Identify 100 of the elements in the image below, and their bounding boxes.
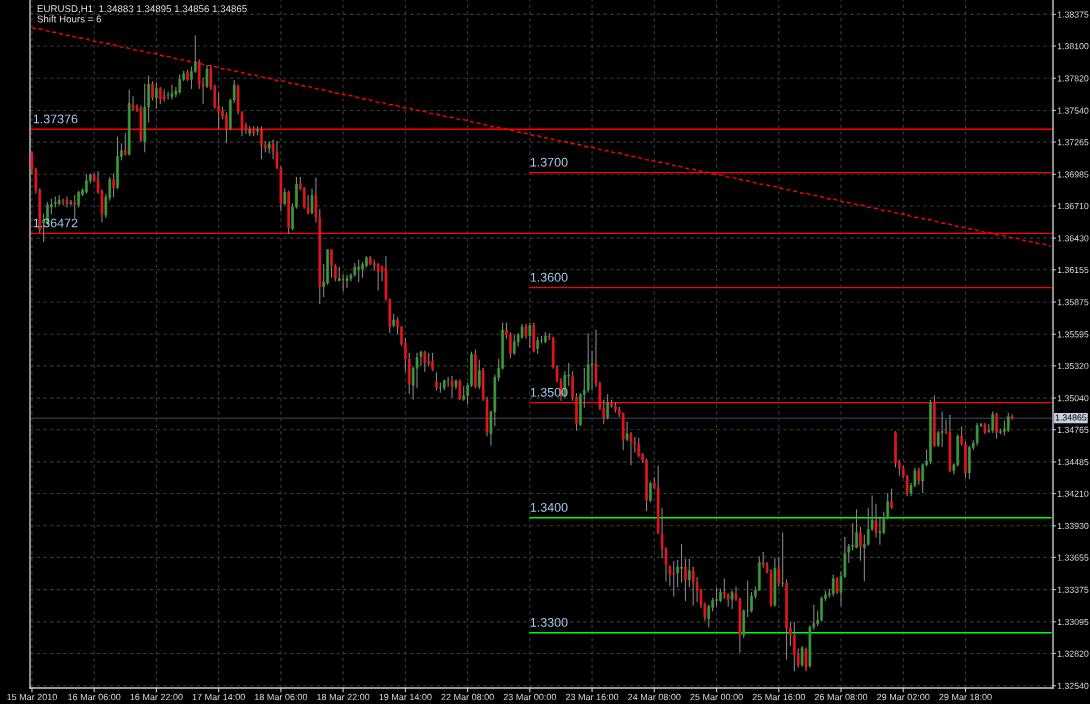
y-tick-label: 1.36155 [1057,266,1089,274]
chart-title: EURUSD,H1 1.34883 1.34895 1.34856 1.34865 [37,5,247,14]
x-tick-label: 25 Mar 00:00 [690,693,743,701]
candlestick [730,590,734,610]
candlestick [940,411,944,447]
candlestick [345,274,349,289]
candlestick [991,411,995,434]
y-tick-label: 1.35875 [1057,299,1089,306]
x-tick-label: 24 Mar 08:00 [628,693,681,701]
candlestick [676,559,679,588]
text: Shift Hours = 6 [37,15,102,23]
candlestick [310,188,314,215]
x-tick-label: 26 Mar 08:00 [814,693,868,701]
candlestick [260,126,263,160]
x-tick-label: 29 Mar 02:00 [877,693,930,701]
candlestick [672,560,676,597]
candlestick [85,174,88,194]
candlestick [112,173,115,198]
candlestick [458,379,462,400]
y-tick-label: 1.36985 [1057,171,1089,178]
candlestick [512,334,516,355]
candlestick [878,517,882,545]
candlestick [53,196,57,208]
y-tick-label: 1.35040 [1057,395,1089,402]
candlestick [750,591,753,613]
y-tick-label: 1.33655 [1057,554,1089,561]
candlestick [330,249,333,278]
candlestick [61,198,65,206]
candlestick [1006,412,1010,432]
x-tick-label: 19 Mar 14:00 [379,693,432,701]
candlestick [975,422,979,446]
annotation: 1.34865 [1055,414,1087,421]
candlestick [707,604,711,628]
x-tick-label: 16 Mar 22:00 [130,693,183,701]
candlestick [131,96,135,111]
candlestick [65,196,69,208]
candlestick [687,558,691,588]
candlestick [691,566,695,606]
candlestick [831,574,835,597]
candlestick [855,509,858,549]
candlestick [450,375,454,398]
candlestick [625,421,629,442]
candlestick [746,580,749,618]
x-tick-label: 17 Mar 14:00 [192,693,245,701]
y-tick-label: 1.33930 [1057,522,1089,530]
y-tick-label: 1.35320 [1057,362,1089,370]
candlestick [684,558,687,602]
ref-line-label: 1.37376 [33,114,78,124]
candlestick [649,481,652,503]
candlestick [123,132,127,156]
candlestick [637,437,641,458]
candlestick [376,262,380,291]
candlestick [777,557,781,587]
y-tick-label: 1.37265 [1057,139,1089,146]
x-tick-label: 23 Mar 16:00 [565,693,619,701]
candlestick [793,621,796,672]
y-tick-label: 1.34765 [1057,426,1089,433]
y-tick-label: 1.32540 [1057,682,1089,689]
y-tick-label: 1.38375 [1057,11,1089,18]
x-tick-label: 25 Mar 16:00 [752,693,806,701]
candlestick [995,412,998,439]
y-tick-label: 1.32820 [1057,650,1089,657]
candlestick [73,195,77,218]
x-tick-label: 23 Mar 00:00 [503,693,557,701]
candlestick [715,587,718,607]
x-tick-label: 18 Mar 06:00 [254,693,308,701]
series-label: 1.3700 [530,157,568,167]
y-tick-label: 1.33375 [1057,586,1089,593]
candlestick [851,522,854,551]
candlestick [423,350,427,373]
y-tick-label: 1.37540 [1057,107,1089,114]
y-tick-label: 1.34210 [1057,490,1089,497]
y-tick-label: 1.36710 [1057,203,1089,210]
y-tick-label: 1.34485 [1057,458,1089,466]
x-tick-label: 22 Mar 08:00 [441,693,494,701]
candlestick [606,394,609,420]
x-tick-label: 29 Mar 18:00 [939,693,992,701]
candlestick [528,322,532,348]
y-tick-label: 1.35595 [1057,331,1089,338]
series-label: 1.3300 [530,617,568,627]
candlestick [921,463,925,493]
candlestick [155,82,158,109]
candlestick [151,81,154,101]
y-tick-label: 1.36430 [1057,235,1089,242]
x-tick-label: 15 Mar 2010 [7,693,57,701]
x-tick-label: 18 Mar 22:00 [317,693,370,701]
candlestick [680,543,683,583]
candlestick [820,596,823,622]
candlestick [800,646,804,667]
candlestick [170,84,174,100]
candlestick [477,359,481,390]
y-tick-label: 1.33095 [1057,618,1089,626]
candlestick [225,112,228,144]
series-label: 1.3400 [530,502,568,512]
line-series [31,26,1052,247]
candlestick [866,508,870,546]
candlestick [859,526,862,561]
candlestick [178,74,182,94]
candlestick [357,259,360,283]
y-tick-label: 1.38100 [1057,43,1089,50]
